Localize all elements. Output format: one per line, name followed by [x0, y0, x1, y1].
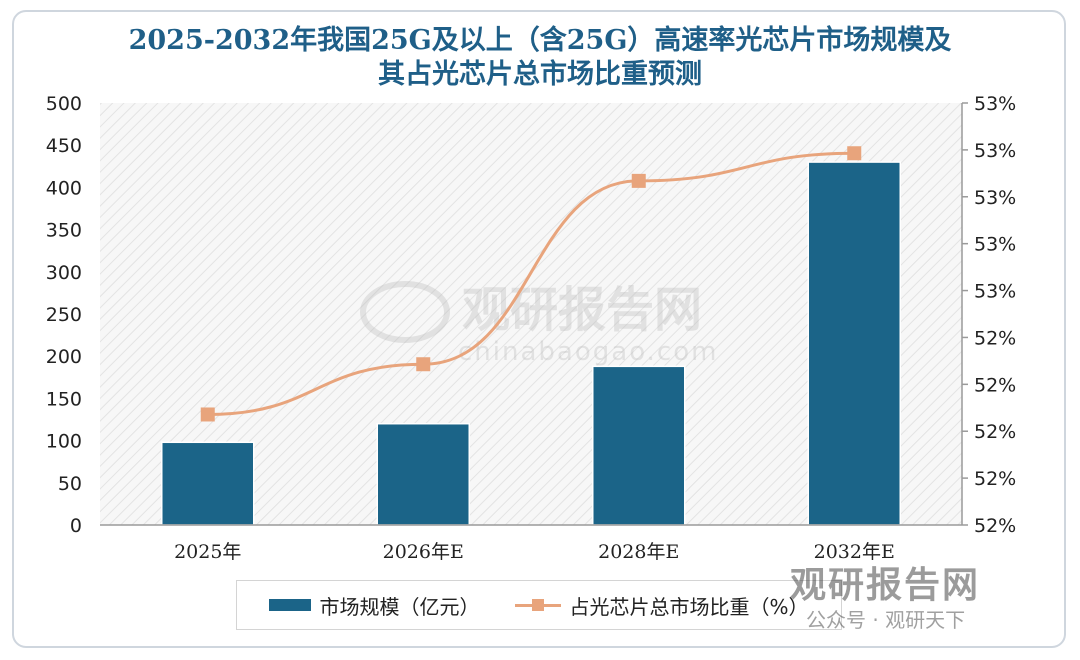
- y-left-tick-label-5: 250: [46, 304, 82, 326]
- legend-label-share: 占光芯片总市场比重（%）: [569, 594, 809, 619]
- y-right-tick-label-3: 52%: [974, 374, 1016, 396]
- chart-title-line-1: 2025-2032年我国25G及以上（含25G）高速率光芯片市场规模及: [128, 25, 952, 56]
- y-left-tick-label-7: 350: [46, 220, 82, 242]
- y-left-tick-label-3: 150: [46, 388, 82, 410]
- point-share-3: [847, 146, 862, 161]
- legend-line-swatch: [515, 598, 562, 612]
- y-left-tick-label-4: 200: [46, 346, 82, 368]
- y-right-tick-label-8: 53%: [974, 140, 1016, 162]
- legend-bar-swatch: [269, 599, 312, 611]
- y-right-tick-label-0: 52%: [974, 515, 1016, 537]
- x-tick-label-3: 2032年E: [814, 541, 895, 563]
- watermark-url-text: chinabaogao.com: [458, 337, 718, 367]
- y-right-tick-label-1: 52%: [974, 468, 1016, 490]
- point-share-2: [631, 173, 646, 188]
- x-tick-label-2: 2028年E: [598, 541, 679, 563]
- watermark-logo-text: 观研报告网: [462, 282, 702, 338]
- line-share-series: [207, 151, 855, 416]
- y-right-tick-label-4: 52%: [974, 327, 1016, 349]
- watermark-footer: 公众号 · 观研天下: [806, 608, 966, 632]
- y-left-tick-label-0: 0: [70, 515, 82, 537]
- chart-legend: 市场规模（亿元） 占光芯片总市场比重（%）: [236, 580, 842, 630]
- y-left-tick-label-9: 450: [46, 135, 82, 157]
- bar-market-size-0: [161, 441, 255, 526]
- chart-title-line-2: 其占光芯片总市场比重预测: [378, 59, 702, 90]
- legend-item-share: 占光芯片总市场比重（%）: [515, 591, 809, 620]
- y-left-tick-label-1: 50: [58, 473, 82, 495]
- point-share-1: [416, 357, 431, 372]
- x-tick-label-0: 2025年: [174, 541, 241, 563]
- x-tick-label-1: 2026年E: [383, 541, 464, 563]
- y-right-tick-label-5: 53%: [974, 281, 1016, 303]
- bar-market-size-3: [807, 161, 901, 526]
- legend-item-market-size: 市场规模（亿元）: [269, 591, 479, 620]
- watermark-center: 观研报告网 chinabaogao.com: [360, 281, 718, 367]
- y-left-tick-label-8: 400: [46, 177, 82, 199]
- y-left-tick-label-10: 500: [46, 93, 82, 115]
- legend-label-market-size: 市场规模（亿元）: [319, 594, 480, 619]
- chart-title: 2025-2032年我国25G及以上（含25G）高速率光芯片市场规模及 其占光芯…: [0, 24, 1080, 92]
- y-right-tick-label-9: 53%: [974, 93, 1016, 115]
- watermark-logo-icon: [360, 281, 450, 343]
- point-share-0: [200, 407, 215, 422]
- y-left-tick-label-2: 100: [46, 431, 82, 453]
- bar-market-size-2: [592, 365, 686, 526]
- y-left-tick-label-6: 300: [46, 262, 82, 284]
- watermark-corner-logo: 观研报告网: [790, 565, 981, 606]
- y-right-tick-label-6: 53%: [974, 234, 1016, 256]
- y-right-tick-label-2: 52%: [974, 421, 1016, 443]
- y-right-tick-label-7: 53%: [974, 187, 1016, 209]
- bar-market-size-1: [376, 422, 470, 526]
